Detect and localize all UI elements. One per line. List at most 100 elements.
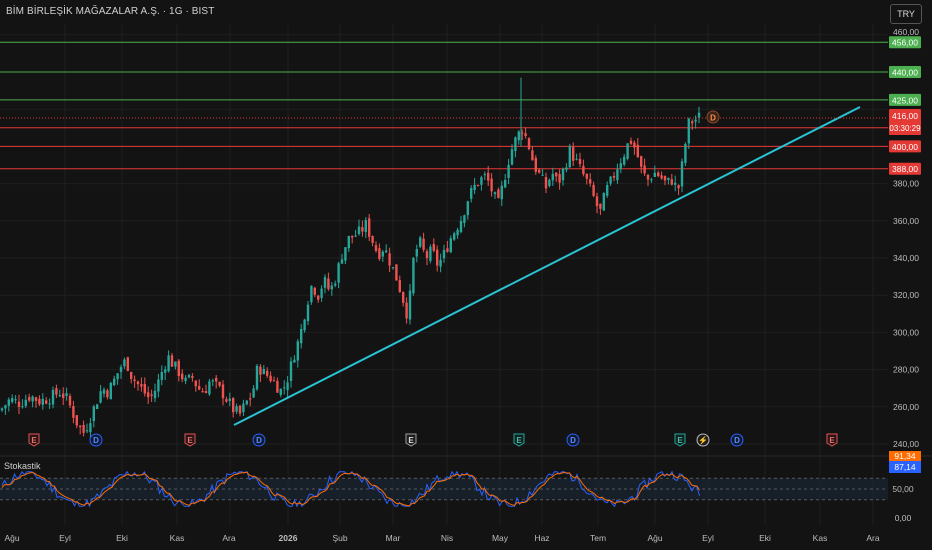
time-tick: Ağu [647, 533, 662, 543]
candle-body [340, 259, 344, 264]
candle-body [242, 403, 245, 413]
time-tick: Eki [759, 533, 771, 543]
candle-body [490, 178, 493, 192]
candle-body [211, 380, 214, 382]
candle-body [65, 393, 68, 396]
price-tick: 360,00 [893, 216, 919, 226]
last-price-value: 416,00 [892, 111, 918, 121]
event-marker-split[interactable]: ⚡ [696, 433, 710, 447]
candle-body [606, 185, 609, 196]
time-tick: Nis [441, 533, 453, 543]
trendline[interactable] [233, 106, 861, 426]
candle-body [11, 398, 14, 402]
event-marker-dividend[interactable]: D [730, 433, 744, 447]
candle-body [497, 189, 500, 198]
event-marker-earnings-future[interactable]: E [826, 433, 838, 447]
candle-body [113, 378, 116, 386]
candle-body [201, 391, 204, 393]
candle-body [286, 382, 289, 391]
candle-body [388, 253, 391, 266]
candle-body [381, 251, 384, 257]
candle-body [218, 381, 221, 386]
candle-body [415, 249, 418, 257]
candle-body [422, 238, 425, 250]
candle-body [147, 392, 150, 398]
candle-body [565, 167, 568, 170]
candle-body [541, 174, 544, 176]
event-marker-dividend[interactable]: D [252, 433, 266, 447]
time-tick: Kas [170, 533, 185, 543]
candle-body [272, 380, 276, 382]
candle-body [561, 168, 565, 181]
candle-body [235, 406, 238, 412]
candle-body [313, 287, 316, 295]
candle-body [544, 176, 548, 189]
candle-body [391, 267, 395, 269]
event-marker-earnings-past[interactable]: E [184, 433, 196, 447]
candle-body [191, 376, 194, 378]
price-axis[interactable]: 240,00 260,00 280,00 300,00 320,00 340,00 360,… [889, 27, 921, 449]
candle-body [317, 295, 320, 300]
candle-body [650, 179, 653, 181]
chart-dividend-marker[interactable]: D [706, 110, 720, 124]
candle-body [344, 247, 347, 261]
candle-body [558, 173, 561, 183]
candle-body [463, 215, 466, 223]
candle-body [368, 218, 371, 237]
symbol-title[interactable]: BİM BİRLEŞİK MAĞAZALAR A.Ş. · 1G · BIST [6, 6, 215, 17]
candle-body [402, 292, 405, 303]
candle-body [371, 236, 374, 243]
candle-body [106, 390, 109, 398]
candle-body [449, 238, 452, 253]
candle-body [425, 251, 429, 259]
candle-body [595, 196, 599, 207]
time-tick: Eki [116, 533, 128, 543]
candle-body [283, 387, 286, 389]
candle-body [85, 430, 89, 432]
stochastic-label[interactable]: Stokastik [4, 461, 41, 471]
candle-body [58, 395, 61, 397]
candle-body [619, 163, 622, 170]
candle-body [374, 245, 378, 251]
currency-button[interactable]: TRY [890, 4, 922, 24]
candle-body [364, 219, 367, 233]
candle-body [660, 175, 663, 179]
candle-body [198, 386, 201, 390]
candle-body [249, 398, 252, 400]
candle-body [476, 184, 480, 186]
candle-body [453, 233, 456, 240]
candle-body [405, 302, 408, 319]
candle-body [160, 371, 163, 380]
candle-body [41, 398, 44, 405]
candle-body [572, 147, 575, 161]
stoch-d-line [1, 471, 700, 507]
event-marker-earnings-past[interactable]: E [28, 433, 40, 447]
candle-body [657, 172, 660, 177]
event-markers[interactable]: E D E D E E D E ⚡ D E [28, 433, 838, 447]
time-tick: 2026 [279, 533, 298, 543]
candle-body [21, 406, 24, 408]
event-marker-dividend[interactable]: D [566, 433, 580, 447]
candle-body [170, 355, 174, 367]
time-axis[interactable]: Ağu Eyl Eki Kas Ara 2026 Şub Mar Nis May Haz Tem Ağu… [4, 533, 879, 543]
candle-body [361, 227, 364, 232]
price-tick: 320,00 [893, 290, 919, 300]
candle-body [439, 259, 442, 267]
candle-body [184, 377, 187, 382]
event-marker-earnings-beat[interactable]: E [674, 433, 686, 447]
candle-body [92, 406, 95, 422]
candle-body [568, 146, 571, 168]
candle-body [510, 149, 514, 165]
event-marker-earnings-neutral[interactable]: E [405, 433, 417, 447]
candle-body [327, 278, 330, 289]
candle-body [653, 172, 656, 178]
candle-body [524, 133, 527, 137]
event-marker-dividend[interactable]: D [89, 433, 103, 447]
event-marker-earnings-beat[interactable]: E [513, 433, 525, 447]
candle-body [354, 235, 357, 237]
candle-body [466, 201, 469, 216]
candle-body [357, 226, 361, 234]
candle-body [310, 285, 313, 303]
